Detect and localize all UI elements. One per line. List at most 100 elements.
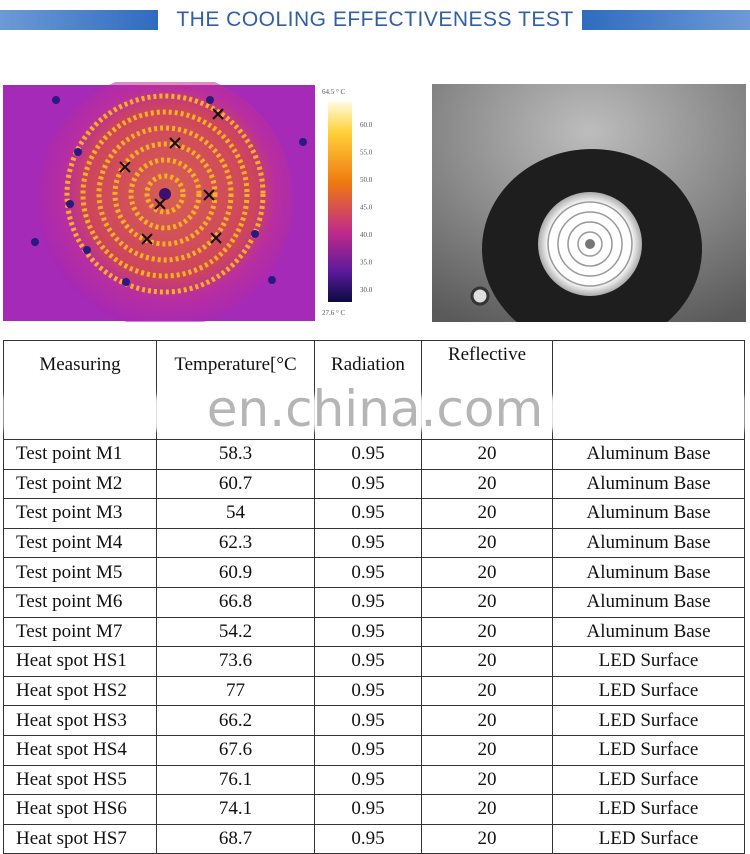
table-cell: Heat spot HS5 <box>3 764 157 796</box>
photo <box>432 84 746 322</box>
table-cell: 62.3 <box>156 527 315 559</box>
table-row: Heat spot HS7 68.7 0.95 20 LED Surface <box>3 823 745 854</box>
table-cell: 0.95 <box>314 794 422 825</box>
table-cell: 0.95 <box>314 498 422 529</box>
table-cell: LED Surface <box>552 794 745 825</box>
table-cell: 0.95 <box>314 439 422 470</box>
table-cell: Test point M2 <box>3 468 157 500</box>
table-cell: LED Surface <box>552 734 745 766</box>
scale-tick: 30.0 <box>360 286 373 294</box>
scale-min: 27.6 ° C <box>322 309 346 317</box>
table-cell: 20 <box>421 823 553 854</box>
table-cell: 58.3 <box>156 439 315 470</box>
blur <box>3 396 745 430</box>
table-cell: Heat spot HS6 <box>3 794 157 825</box>
table-cell: 66.8 <box>156 586 315 618</box>
table-cell: 20 <box>421 527 553 559</box>
table-cell: 66.2 <box>156 705 315 736</box>
table-cell: 54.2 <box>156 616 315 648</box>
thermal-image: 64.5 ° C 60.0 55.0 50.0 45.0 40.0 35.0 30.0 27.6… <box>3 82 373 322</box>
table-cell: 0.95 <box>314 764 422 796</box>
table-cell: 0.95 <box>314 823 422 854</box>
table-row: Test point M2 60.7 0.95 20 Aluminum Base <box>3 468 745 500</box>
table-cell: 74.1 <box>156 794 315 825</box>
table-row: Test point M3 54 0.95 20 Aluminum Base <box>3 498 745 529</box>
table-cell: 20 <box>421 675 553 707</box>
table-cell: Heat spot HS2 <box>3 675 157 707</box>
table-row: Test point M7 54.2 0.95 20 Aluminum Base <box>3 616 745 648</box>
table-cell: 0.95 <box>314 468 422 500</box>
table-row: Heat spot HS5 76.1 0.95 20 LED Surface <box>3 764 745 796</box>
table-cell: LED Surface <box>552 823 745 854</box>
table-cell: Aluminum Base <box>552 586 745 618</box>
table-cell: 60.9 <box>156 557 315 588</box>
table-cell: 20 <box>421 616 553 648</box>
table-cell: Heat spot HS4 <box>3 734 157 766</box>
scale-tick: 50.0 <box>360 176 373 184</box>
title: THE COOLING EFFECTIVENESS TEST <box>176 8 574 31</box>
table-cell: 0.95 <box>314 705 422 736</box>
table-cell: 20 <box>421 498 553 529</box>
table-row: Test point M6 66.8 0.95 20 Aluminum Base <box>3 586 745 618</box>
scale-tick: 40.0 <box>360 231 373 239</box>
table-cell: Test point M6 <box>3 586 157 618</box>
table-row: Test point M1 58.3 0.95 20 Aluminum Base <box>3 439 745 470</box>
table-cell: 20 <box>421 468 553 500</box>
table-cell: 76.1 <box>156 764 315 796</box>
watermark: en.china.com <box>206 380 544 438</box>
table-cell: 0.95 <box>314 734 422 766</box>
table-cell: Aluminum Base <box>552 557 745 588</box>
table-cell: 0.95 <box>314 586 422 618</box>
table-cell: 0.95 <box>314 675 422 707</box>
table-cell: Test point M5 <box>3 557 157 588</box>
table-cell: Heat spot HS3 <box>3 705 157 736</box>
table-row: Heat spot HS4 67.6 0.95 20 LED Surface <box>3 734 745 766</box>
table-row: Heat spot HS2 77 0.95 20 LED Surface <box>3 675 745 707</box>
table-cell: 73.6 <box>156 646 315 677</box>
table-cell: 0.95 <box>314 557 422 588</box>
table-cell: 20 <box>421 557 553 588</box>
table-cell: 20 <box>421 734 553 766</box>
table-row: Test point M5 60.9 0.95 20 Aluminum Base <box>3 557 745 588</box>
header-bar <box>582 10 750 30</box>
header-bar <box>0 10 158 30</box>
table-cell: 20 <box>421 705 553 736</box>
table-row: Heat spot HS3 66.2 0.95 20 LED Surface <box>3 705 745 736</box>
table-cell: 20 <box>421 646 553 677</box>
table-cell: Test point M3 <box>3 498 157 529</box>
scale-tick: 60.0 <box>360 121 373 129</box>
table-cell: Heat spot HS1 <box>3 646 157 677</box>
scale-tick: 55.0 <box>360 149 373 157</box>
table-cell: 0.95 <box>314 616 422 648</box>
table-cell: 20 <box>421 794 553 825</box>
table-cell: Aluminum Base <box>552 439 745 470</box>
table-cell: Aluminum Base <box>552 527 745 559</box>
scale-max: 64.5 ° C <box>322 88 346 96</box>
table-row: Heat spot HS6 74.1 0.95 20 LED Surface <box>3 794 745 825</box>
table-row: Heat spot HS1 73.6 0.95 20 LED Surface <box>3 646 745 677</box>
table-cell: 20 <box>421 586 553 618</box>
table-cell: Test point M4 <box>3 527 157 559</box>
table-cell: LED Surface <box>552 646 745 677</box>
table-cell: Test point M7 <box>3 616 157 648</box>
table-cell: Test point M1 <box>3 439 157 470</box>
table-row: Test point M4 62.3 0.95 20 Aluminum Base <box>3 527 745 559</box>
table-cell: 0.95 <box>314 646 422 677</box>
table-cell: 54 <box>156 498 315 529</box>
table-cell: Heat spot HS7 <box>3 823 157 854</box>
data-table: Measuring Temperature[°C Radiation Reflecti… <box>3 340 745 854</box>
table-cell: Aluminum Base <box>552 498 745 529</box>
header: THE COOLING EFFECTIVENESS TEST <box>0 6 750 34</box>
table-cell: 0.95 <box>314 527 422 559</box>
table-cell: 60.7 <box>156 468 315 500</box>
table-cell: Aluminum Base <box>552 616 745 648</box>
scale-tick: 35.0 <box>360 259 373 267</box>
table-cell: LED Surface <box>552 764 745 796</box>
table-cell: 68.7 <box>156 823 315 854</box>
scale-tick: 45.0 <box>360 204 373 212</box>
table-cell: 20 <box>421 439 553 470</box>
table-cell: Aluminum Base <box>552 468 745 500</box>
table-cell: 77 <box>156 675 315 707</box>
table-cell: 20 <box>421 764 553 796</box>
